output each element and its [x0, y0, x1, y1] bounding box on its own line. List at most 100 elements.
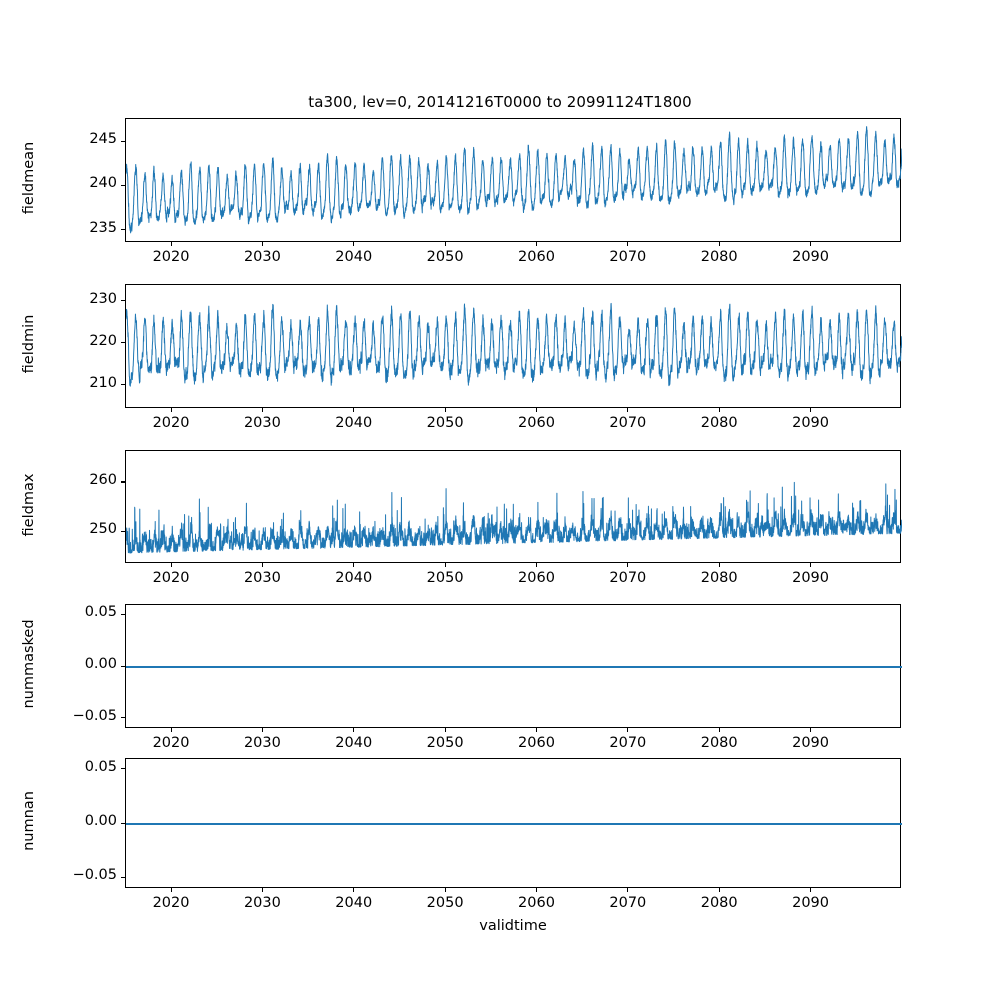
ytick-label-numnan-1: 0.00 — [84, 813, 117, 829]
xtick-fieldmin-7 — [810, 408, 812, 412]
xtick-fieldmax-5 — [627, 563, 629, 567]
xtick-label-nummasked-1: 2030 — [243, 735, 281, 751]
xtick-label-numnan-2: 2040 — [335, 895, 373, 911]
ytick-label-fieldmax-0: 250 — [89, 521, 117, 538]
axes-nummasked — [125, 604, 902, 728]
axes-fieldmin — [125, 284, 902, 408]
ytick-nummasked-0 — [121, 717, 125, 719]
ylabel-numnan: numnan — [21, 791, 37, 851]
xtick-label-numnan-7: 2090 — [792, 895, 829, 911]
ytick-numnan-0 — [121, 876, 125, 878]
plot-line-fieldmax — [126, 481, 902, 554]
ytick-label-nummasked-0: −0.05 — [72, 707, 117, 724]
xtick-label-fieldmax-5: 2070 — [609, 570, 647, 586]
xtick-label-fieldmin-1: 2030 — [243, 415, 281, 431]
xtick-nummasked-1 — [261, 728, 263, 732]
xtick-nummasked-7 — [810, 728, 812, 732]
ytick-fieldmax-1 — [121, 481, 125, 483]
xtick-numnan-1 — [261, 888, 263, 892]
xtick-fieldmean-5 — [627, 242, 629, 246]
xtick-fieldmin-6 — [718, 408, 720, 412]
ytick-label-numnan-2: 0.05 — [84, 758, 117, 775]
ytick-fieldmin-0 — [121, 384, 125, 386]
xtick-label-fieldmin-2: 2040 — [335, 415, 373, 431]
ytick-fieldmean-1 — [121, 184, 125, 186]
xtick-numnan-3 — [444, 888, 446, 892]
ytick-numnan-1 — [121, 822, 125, 824]
xtick-fieldmin-5 — [627, 408, 629, 412]
xtick-label-fieldmean-4: 2060 — [518, 249, 555, 265]
ytick-fieldmean-2 — [121, 140, 125, 142]
xtick-numnan-2 — [353, 888, 355, 892]
plot-line-nummasked — [126, 666, 902, 668]
xtick-label-fieldmax-6: 2080 — [700, 570, 738, 586]
ytick-label-fieldmean-0: 235 — [89, 219, 117, 236]
xtick-label-numnan-5: 2070 — [609, 895, 647, 911]
xtick-label-nummasked-7: 2090 — [792, 735, 829, 751]
xtick-label-numnan-3: 2050 — [426, 895, 464, 911]
xtick-label-fieldmin-7: 2090 — [792, 415, 829, 431]
xtick-fieldmin-0 — [170, 408, 172, 412]
xtick-label-fieldmean-3: 2050 — [426, 249, 464, 265]
xtick-nummasked-5 — [627, 728, 629, 732]
xtick-fieldmin-2 — [353, 408, 355, 412]
xtick-label-fieldmean-6: 2080 — [700, 249, 738, 265]
xtick-label-fieldmean-2: 2040 — [335, 249, 373, 265]
xtick-label-fieldmean-0: 2020 — [152, 249, 190, 265]
xtick-label-nummasked-5: 2070 — [609, 735, 647, 751]
xtick-label-numnan-6: 2080 — [700, 895, 738, 911]
xtick-label-fieldmax-7: 2090 — [792, 570, 829, 586]
xtick-label-fieldmax-4: 2060 — [518, 570, 555, 586]
xtick-label-fieldmax-0: 2020 — [152, 570, 190, 586]
xtick-fieldmax-3 — [444, 563, 446, 567]
xtick-numnan-0 — [170, 888, 172, 892]
xtick-fieldmean-6 — [718, 242, 720, 246]
xtick-fieldmean-3 — [444, 242, 446, 246]
ytick-nummasked-1 — [121, 665, 125, 667]
xtick-label-nummasked-2: 2040 — [335, 735, 373, 751]
xtick-fieldmean-7 — [810, 242, 812, 246]
ytick-label-fieldmean-1: 240 — [89, 175, 117, 192]
xtick-nummasked-0 — [170, 728, 172, 732]
series-path — [126, 126, 902, 234]
plot-line-fieldmin — [126, 302, 902, 387]
xtick-label-nummasked-6: 2080 — [700, 735, 738, 751]
xtick-fieldmax-2 — [353, 563, 355, 567]
plot-line-fieldmean — [126, 126, 902, 234]
ytick-label-fieldmin-2: 230 — [89, 290, 117, 307]
ytick-fieldmax-0 — [121, 530, 125, 532]
xtick-fieldmin-1 — [261, 408, 263, 412]
xtick-fieldmax-0 — [170, 563, 172, 567]
xtick-label-fieldmin-0: 2020 — [152, 415, 190, 431]
xtick-fieldmax-1 — [261, 563, 263, 567]
ytick-fieldmean-0 — [121, 229, 125, 231]
xtick-fieldmin-3 — [444, 408, 446, 412]
xtick-numnan-4 — [535, 888, 538, 892]
xtick-label-fieldmin-5: 2070 — [609, 415, 647, 431]
xtick-fieldmax-6 — [718, 563, 720, 567]
xtick-label-nummasked-0: 2020 — [152, 735, 190, 751]
xtick-fieldmin-4 — [535, 408, 538, 412]
plot-line-numnan — [126, 823, 902, 825]
xtick-label-fieldmean-7: 2090 — [792, 249, 829, 265]
ytick-fieldmin-2 — [121, 300, 125, 302]
xtick-nummasked-4 — [535, 728, 538, 732]
ytick-numnan-2 — [121, 768, 125, 770]
xtick-label-fieldmean-1: 2030 — [243, 249, 281, 265]
ytick-label-fieldmax-1: 260 — [89, 471, 117, 488]
axes-fieldmax — [125, 450, 902, 563]
ytick-label-nummasked-2: 0.05 — [84, 604, 117, 621]
xlabel: validtime — [479, 918, 547, 934]
ytick-label-fieldmin-1: 220 — [89, 332, 117, 349]
xtick-label-nummasked-3: 2050 — [426, 735, 464, 751]
ytick-label-nummasked-1: 0.00 — [84, 656, 117, 672]
axes-numnan — [125, 758, 902, 888]
xtick-label-fieldmin-3: 2050 — [426, 415, 464, 431]
ytick-label-fieldmin-0: 210 — [89, 374, 117, 391]
ytick-label-fieldmean-2: 245 — [89, 131, 117, 148]
xtick-numnan-6 — [718, 888, 720, 892]
xtick-numnan-5 — [627, 888, 629, 892]
xtick-nummasked-6 — [718, 728, 720, 732]
ytick-fieldmin-1 — [121, 342, 125, 344]
